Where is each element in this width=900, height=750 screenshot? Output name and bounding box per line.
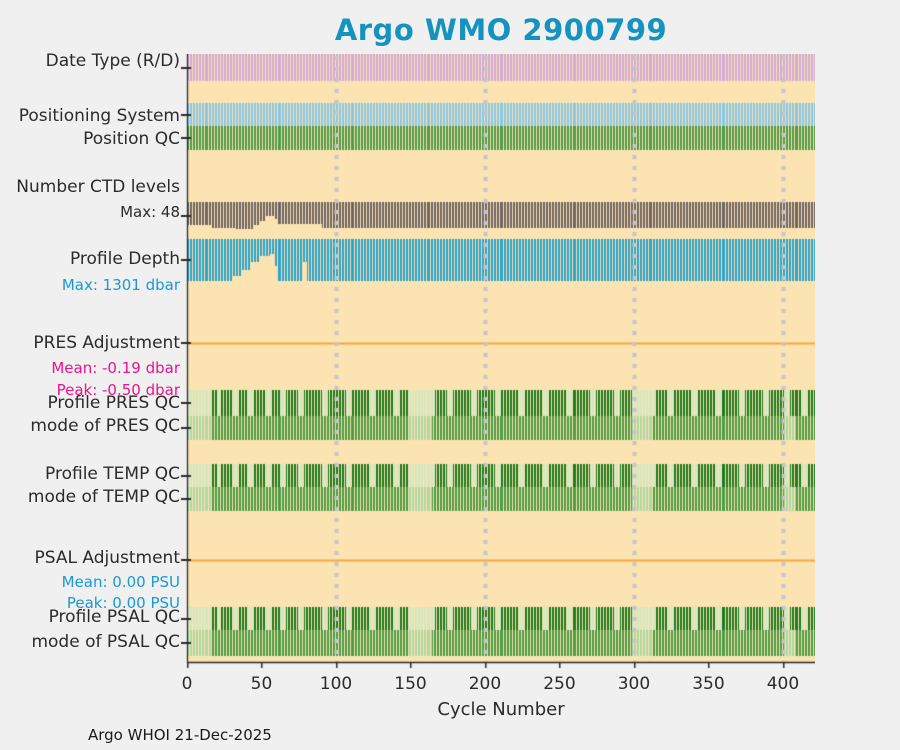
label-positioning-system: Positioning System (18, 106, 180, 126)
label-mode-temp-qc: mode of TEMP QC (27, 487, 180, 507)
x-tick-label: 0 (181, 674, 193, 694)
label-position-qc: Position QC (83, 129, 180, 149)
x-axis-title: Cycle Number (437, 699, 565, 720)
x-tick-label: 300 (617, 674, 651, 694)
x-tick-label: 50 (250, 674, 273, 694)
label-mode-pres-qc: mode of PRES QC (30, 416, 180, 436)
label-profile-depth-max: Max: 1301 dbar (61, 276, 180, 294)
chart-title: Argo WMO 2900799 (334, 13, 668, 47)
label-psal-adjustment: PSAL Adjustment (34, 548, 180, 568)
label-date-type: Date Type (R/D) (45, 51, 180, 71)
label-profile-pres-qc: Profile PRES QC (47, 393, 180, 413)
x-tick-label: 250 (543, 674, 576, 694)
label-psal-peak: Peak: 0.00 PSU (66, 594, 180, 612)
label-profile-psal-qc: Profile PSAL QC (48, 607, 180, 627)
credit-text: Argo WHOI 21-Dec-2025 (88, 726, 272, 744)
bands-canvas (177, 54, 815, 674)
label-ctd-levels-max: Max: 48 (120, 203, 180, 221)
label-ctd-levels: Number CTD levels (16, 177, 180, 197)
label-pres-peak: Peak: -0.50 dbar (56, 381, 180, 399)
label-profile-depth: Profile Depth (69, 249, 180, 269)
label-psal-mean: Mean: 0.00 PSU (61, 573, 180, 591)
x-tick-label: 350 (692, 674, 725, 694)
x-tick-label: 200 (468, 674, 502, 694)
x-tick-label: 150 (394, 674, 427, 694)
label-profile-temp-qc: Profile TEMP QC (45, 464, 180, 484)
label-mode-psal-qc: mode of PSAL QC (31, 632, 180, 652)
label-pres-mean: Mean: -0.19 dbar (51, 359, 180, 377)
label-pres-adjustment: PRES Adjustment (33, 333, 180, 353)
x-tick-label: 100 (319, 674, 353, 694)
x-tick-label: 400 (766, 674, 800, 694)
